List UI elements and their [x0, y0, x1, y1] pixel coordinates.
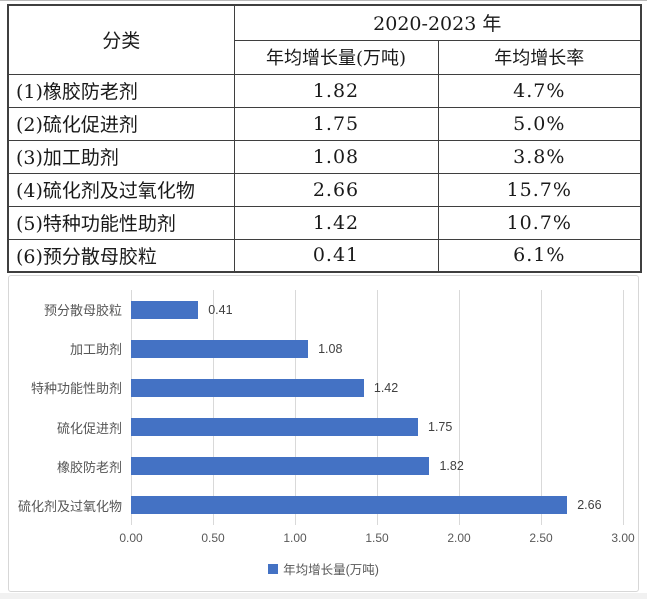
- bar-row: 1.08: [131, 329, 623, 368]
- legend: 年均增长量(万吨): [9, 559, 638, 578]
- bar-value-label: 2.66: [577, 498, 602, 513]
- legend-label: 年均增长量(万吨): [283, 563, 379, 577]
- bar-value-label: 1.75: [428, 420, 453, 435]
- bar-value-label: 1.08: [318, 341, 343, 356]
- bar: [131, 496, 568, 515]
- row-growth-rate: 3.8%: [437, 139, 642, 174]
- category-label: 硫化促进剂: [56, 420, 122, 436]
- bar-row: 2.66: [131, 486, 623, 525]
- chart-plot-area: 预分散母胶粒加工助剂特种功能性助剂硫化促进剂橡胶防老剂硫化剂及过氧化物 0.41…: [9, 290, 638, 525]
- row-category: (3)加工助剂: [7, 139, 235, 174]
- header-category: 分类: [7, 4, 235, 75]
- x-tick-label: 0.50: [201, 531, 225, 545]
- row-growth-rate: 4.7%: [437, 73, 642, 108]
- x-axis: 0.00 0.50 1.00 1.50 2.00 2.50 3.00: [119, 525, 634, 547]
- bar: [131, 418, 418, 437]
- gridline: [459, 290, 460, 525]
- bar: [131, 300, 199, 319]
- plot: 0.41 1.08 1.42 1.75 1.82 2.66: [131, 290, 624, 525]
- table-row: (3)加工助剂 1.08 3.8%: [7, 139, 642, 174]
- row-growth-rate: 15.7%: [437, 172, 642, 207]
- x-tick-label: 1.00: [283, 531, 307, 545]
- category-label: 预分散母胶粒: [43, 303, 122, 319]
- row-category: (5)特种功能性助剂: [7, 205, 235, 240]
- header-growth-rate: 年均增长率: [437, 39, 642, 75]
- category-label: 特种功能性助剂: [30, 381, 122, 397]
- bar: [131, 378, 364, 397]
- bar: [131, 457, 430, 476]
- growth-table: 分类 2020-2023 年 年均增长量(万吨) 年均增长率 (1)橡胶防老剂 1…: [7, 4, 643, 273]
- table-row: (5)特种功能性助剂 1.42 10.7%: [7, 205, 642, 240]
- bar-value-label: 1.42: [373, 380, 399, 395]
- gridline: [131, 290, 132, 525]
- row-growth-amount: 0.41: [233, 238, 439, 273]
- table-header-row-year: 分类 2020-2023 年: [7, 4, 642, 75]
- table-row: (2)硫化促进剂 1.75 5.0%: [7, 106, 642, 141]
- bar-row: 1.42: [131, 368, 623, 407]
- row-growth-rate: 6.1%: [437, 238, 642, 273]
- x-tick-label: 0.00: [119, 531, 143, 545]
- row-category: (1)橡胶防老剂: [7, 73, 235, 108]
- table-row: (4)硫化剂及过氧化物 2.66 15.7%: [7, 172, 642, 207]
- table-row: (6)预分散母胶粒 0.41 6.1%: [7, 238, 642, 273]
- bar-row: 0.41: [131, 290, 623, 329]
- row-growth-amount: 1.42: [233, 205, 439, 240]
- header-year-span: 2020-2023 年: [233, 4, 642, 41]
- x-tick-label: 1.50: [365, 531, 389, 545]
- table-header-row-sub: 年均增长量(万吨) 年均增长率: [8, 39, 642, 75]
- x-tick-label: 2.50: [529, 531, 553, 545]
- legend-swatch-icon: [268, 563, 279, 574]
- row-growth-amount: 1.08: [233, 139, 439, 174]
- bars: 0.41 1.08 1.42 1.75 1.82 2.66: [131, 290, 623, 525]
- row-category: (2)硫化促进剂: [7, 106, 235, 141]
- gridline: [541, 290, 542, 525]
- category-label: 橡胶防老剂: [56, 459, 122, 475]
- bar-value-label: 0.41: [208, 302, 233, 317]
- row-growth-amount: 2.66: [233, 172, 439, 207]
- category-label: 硫化剂及过氧化物: [17, 498, 122, 514]
- bar-row: 1.75: [131, 408, 623, 447]
- row-growth-amount: 1.75: [233, 106, 439, 141]
- row-growth-rate: 10.7%: [437, 205, 642, 240]
- table-row: (1)橡胶防老剂 1.82 4.7%: [7, 73, 642, 108]
- gridline: [213, 290, 214, 525]
- gridline: [623, 290, 624, 525]
- x-tick-label: 3.00: [611, 531, 635, 545]
- row-growth-amount: 1.82: [233, 73, 439, 108]
- bar-chart: 预分散母胶粒加工助剂特种功能性助剂硫化促进剂橡胶防老剂硫化剂及过氧化物 0.41…: [8, 275, 639, 592]
- category-axis: 预分散母胶粒加工助剂特种功能性助剂硫化促进剂橡胶防老剂硫化剂及过氧化物: [9, 290, 131, 525]
- bar-value-label: 1.82: [439, 459, 464, 474]
- bottom-strip: [0, 593, 647, 599]
- row-growth-rate: 5.0%: [437, 106, 642, 141]
- row-category: (4)硫化剂及过氧化物: [7, 172, 235, 207]
- header-growth-amount: 年均增长量(万吨): [233, 39, 439, 75]
- row-category: (6)预分散母胶粒: [7, 238, 235, 273]
- gridline: [295, 290, 296, 525]
- x-tick-label: 2.00: [447, 531, 471, 545]
- bar: [131, 339, 309, 358]
- bar-row: 1.82: [131, 447, 623, 486]
- gridline: [377, 290, 378, 525]
- category-label: 加工助剂: [69, 342, 122, 358]
